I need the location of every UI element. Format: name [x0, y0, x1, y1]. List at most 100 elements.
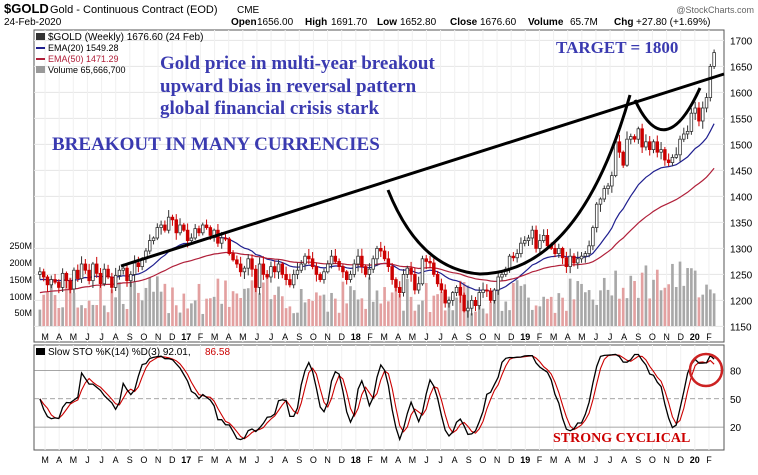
volume-bar — [405, 278, 409, 326]
volume-bar — [474, 311, 477, 326]
volume-bar — [262, 282, 265, 326]
volume-tick-label: 250M — [9, 241, 32, 251]
candle-body — [685, 130, 690, 135]
stoch-x-tick-label: O — [140, 455, 147, 465]
volume-bar — [417, 304, 420, 326]
volume-bar — [171, 287, 174, 326]
volume-bar — [205, 298, 208, 326]
volume-bar — [618, 298, 621, 326]
symbol: $GOLD — [4, 1, 49, 16]
volume-bar — [580, 283, 583, 326]
candle-body — [579, 255, 584, 260]
candle-body — [663, 149, 667, 161]
stochastic-lines — [39, 353, 715, 442]
candle-body — [155, 227, 160, 239]
price-x-tick-label: A — [226, 332, 232, 342]
candle-body — [632, 136, 637, 140]
price-x-tick-label: D — [169, 332, 176, 342]
price-x-tick-label: N — [663, 332, 670, 342]
price-x-tick-label: J — [608, 332, 613, 342]
volume-bar — [46, 291, 49, 326]
price-tick-label: 1450 — [730, 166, 753, 177]
price-x-tick-label: D — [677, 332, 684, 342]
volume-bar — [599, 290, 602, 326]
candle-body — [314, 266, 319, 275]
candle-body — [576, 258, 580, 264]
candle-body — [246, 258, 250, 269]
volume-bar — [254, 287, 258, 326]
volume-bar — [273, 294, 277, 326]
candle-body — [386, 258, 391, 267]
candle-body — [375, 247, 379, 260]
annotation-breakout: BREAKOUT IN MANY CURRENCIES — [52, 134, 380, 155]
candle-body — [629, 136, 633, 140]
volume-bar — [144, 287, 148, 326]
volume-bar — [701, 294, 705, 326]
legend-ema20: EMA(20) 1549.28 — [48, 43, 119, 53]
price-tick-label: 1600 — [730, 88, 753, 99]
stoch-x-tick-label: J — [269, 455, 274, 465]
volume-bar — [375, 290, 379, 326]
low-label: Low — [377, 17, 397, 28]
stoch-x-tick-label: J — [99, 455, 104, 465]
volume-bar — [583, 292, 587, 326]
stoch-x-tick-label: J — [85, 455, 90, 465]
volume-bar — [121, 303, 125, 326]
candle-body — [318, 273, 322, 280]
volume-bar — [674, 287, 678, 326]
candle-body — [348, 273, 353, 280]
legend-volume-swatch — [36, 66, 45, 73]
stoch-x-tick-label: M — [239, 455, 247, 465]
volume-bar — [568, 278, 572, 326]
volume-bar — [246, 288, 250, 326]
volume-bar — [140, 300, 144, 326]
candle-body — [178, 224, 182, 234]
stoch-x-tick-label: M — [409, 455, 417, 465]
volume-bar — [364, 308, 367, 326]
volume-bar — [239, 297, 242, 326]
low-value: 1652.80 — [400, 17, 437, 28]
exchange: CME — [237, 5, 260, 16]
candle-body — [174, 219, 178, 234]
volume-bar — [84, 308, 87, 326]
candle-body — [201, 224, 205, 234]
stoch-x-tick-label: A — [621, 455, 627, 465]
volume-bar — [330, 292, 333, 326]
candle-body — [439, 283, 444, 291]
price-x-tick-label: O — [479, 332, 486, 342]
price-x-tick-label: S — [127, 332, 133, 342]
volume-bar — [334, 298, 337, 326]
volume-bar — [322, 294, 326, 326]
candle-body — [284, 273, 288, 280]
volume-bar — [220, 303, 224, 326]
volume-bar — [326, 311, 330, 326]
price-x-tick-label: J — [85, 332, 90, 342]
candle-body — [87, 269, 91, 282]
candle-body — [110, 276, 114, 288]
volume-bar — [155, 276, 159, 326]
candle-body — [60, 272, 65, 288]
volume-label: Volume — [528, 17, 564, 28]
candle-body — [500, 273, 504, 278]
candle-body — [447, 299, 451, 304]
candle-body — [182, 224, 186, 231]
volume-bar — [440, 291, 443, 326]
candle-body — [106, 268, 110, 278]
volume-bar — [648, 298, 652, 326]
legend-ema50: EMA(50) 1471.29 — [48, 54, 119, 64]
chg-value: +27.80 (+1.69%) — [636, 17, 711, 28]
candle-body — [568, 255, 572, 268]
candle-body — [560, 247, 565, 259]
stoch-x-tick-label: D — [338, 455, 345, 465]
volume-bar — [197, 283, 201, 326]
candle-body — [462, 294, 466, 312]
price-x-tick-label: S — [296, 332, 302, 342]
candle-body — [363, 266, 368, 275]
candle-body — [280, 263, 285, 275]
candle-body — [670, 156, 675, 163]
volume-bar — [148, 277, 152, 326]
volume-bar — [678, 261, 682, 326]
price-x-tick-label: D — [508, 332, 515, 342]
volume-bar — [394, 282, 398, 326]
